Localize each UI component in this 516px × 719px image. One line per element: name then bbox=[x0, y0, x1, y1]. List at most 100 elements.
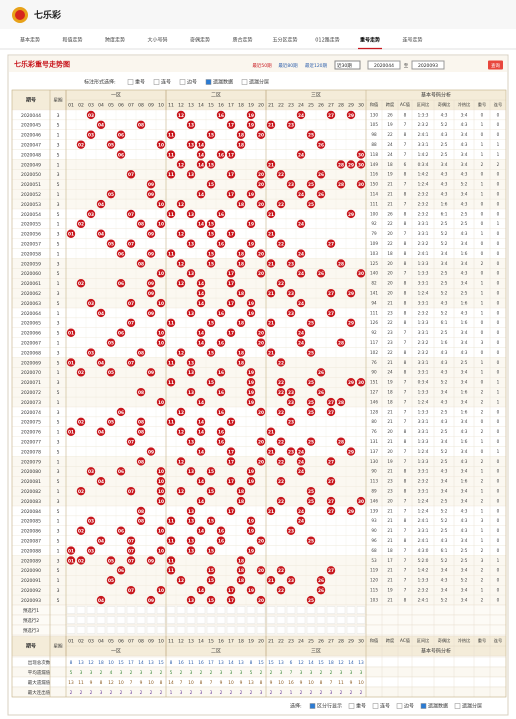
predict-cell[interactable] bbox=[96, 606, 106, 614]
predict-cell[interactable] bbox=[306, 606, 316, 614]
checkbox[interactable] bbox=[372, 703, 379, 709]
predict-cell[interactable] bbox=[256, 606, 266, 614]
to-input[interactable] bbox=[411, 60, 445, 70]
predict-cell[interactable] bbox=[346, 626, 356, 634]
predict-cell[interactable] bbox=[106, 626, 116, 634]
predict-cell[interactable] bbox=[156, 626, 166, 634]
predict-cell[interactable] bbox=[146, 606, 156, 614]
checkbox-label[interactable]: 连号 bbox=[380, 703, 390, 710]
predict-cell[interactable] bbox=[266, 606, 276, 614]
predict-cell[interactable] bbox=[186, 606, 196, 614]
predict-cell[interactable] bbox=[226, 626, 236, 634]
range-link[interactable]: 最近50期 bbox=[252, 62, 272, 69]
checkbox-label[interactable]: 区分行显示 bbox=[317, 703, 342, 710]
predict-cell[interactable] bbox=[166, 616, 176, 624]
predict-cell[interactable] bbox=[116, 626, 126, 634]
predict-cell[interactable] bbox=[356, 626, 366, 634]
predict-cell[interactable] bbox=[176, 616, 186, 624]
predict-cell[interactable] bbox=[236, 626, 246, 634]
checkbox[interactable] bbox=[205, 79, 212, 85]
predict-cell[interactable] bbox=[96, 616, 106, 624]
predict-cell[interactable] bbox=[166, 606, 176, 614]
predict-cell[interactable] bbox=[86, 626, 96, 634]
predict-cell[interactable] bbox=[276, 616, 286, 624]
predict-cell[interactable] bbox=[296, 616, 306, 624]
checkbox[interactable] bbox=[241, 79, 248, 85]
predict-cell[interactable] bbox=[136, 626, 146, 634]
predict-cell[interactable] bbox=[146, 626, 156, 634]
predict-cell[interactable] bbox=[166, 626, 176, 634]
predict-cell[interactable] bbox=[86, 616, 96, 624]
predict-cell[interactable] bbox=[126, 606, 136, 614]
checkbox[interactable] bbox=[153, 79, 160, 85]
predict-cell[interactable] bbox=[196, 616, 206, 624]
predict-cell[interactable] bbox=[96, 626, 106, 634]
range-select-text[interactable]: 近30期 bbox=[337, 62, 352, 69]
nav-tab[interactable]: 大小号码 bbox=[147, 37, 167, 44]
predict-cell[interactable] bbox=[206, 606, 216, 614]
checkbox[interactable] bbox=[179, 79, 186, 85]
predict-cell[interactable] bbox=[286, 616, 296, 624]
predict-cell[interactable] bbox=[356, 616, 366, 624]
from-input-text[interactable]: 2020044 bbox=[374, 63, 394, 69]
nav-tab[interactable]: 012路走势 bbox=[315, 37, 340, 44]
predict-cell[interactable] bbox=[246, 616, 256, 624]
predict-cell[interactable] bbox=[216, 616, 226, 624]
predict-cell[interactable] bbox=[326, 626, 336, 634]
checkbox[interactable] bbox=[454, 703, 461, 709]
checkbox-label[interactable]: 边号 bbox=[404, 703, 414, 710]
range-select[interactable] bbox=[334, 60, 361, 70]
predict-cell[interactable] bbox=[226, 616, 236, 624]
checkbox-label[interactable]: 遗漏数据 bbox=[428, 703, 448, 710]
predict-cell[interactable] bbox=[116, 606, 126, 614]
checkbox[interactable] bbox=[348, 703, 355, 709]
nav-tab[interactable]: 跨度走势 bbox=[105, 37, 125, 44]
to-input-text[interactable]: 2020093 bbox=[418, 63, 438, 69]
range-link[interactable]: 最近80期 bbox=[278, 62, 298, 69]
predict-cell[interactable] bbox=[116, 616, 126, 624]
predict-cell[interactable] bbox=[336, 616, 346, 624]
predict-cell[interactable] bbox=[296, 606, 306, 614]
predict-cell[interactable] bbox=[346, 616, 356, 624]
nav-tab[interactable]: 和值走势 bbox=[62, 37, 82, 44]
predict-cell[interactable] bbox=[316, 616, 326, 624]
predict-cell[interactable] bbox=[206, 626, 216, 634]
predict-cell[interactable] bbox=[326, 606, 336, 614]
predict-cell[interactable] bbox=[236, 606, 246, 614]
predict-cell[interactable] bbox=[176, 606, 186, 614]
query-button[interactable] bbox=[488, 60, 503, 70]
nav-tab[interactable]: 奇偶走势 bbox=[190, 37, 210, 44]
predict-cell[interactable] bbox=[216, 606, 226, 614]
predict-cell[interactable] bbox=[276, 626, 286, 634]
checkbox-label[interactable]: 重号 bbox=[135, 79, 145, 86]
checkbox-label[interactable]: 边号 bbox=[187, 79, 197, 86]
predict-cell[interactable] bbox=[206, 616, 216, 624]
predict-cell[interactable] bbox=[76, 606, 86, 614]
predict-cell[interactable] bbox=[156, 616, 166, 624]
checkbox-label[interactable]: 遗漏数据 bbox=[213, 79, 233, 86]
predict-cell[interactable] bbox=[86, 606, 96, 614]
checkbox[interactable] bbox=[396, 703, 403, 709]
checkbox-label[interactable]: 遗漏分层 bbox=[462, 703, 482, 710]
predict-cell[interactable] bbox=[356, 606, 366, 614]
predict-cell[interactable] bbox=[196, 606, 206, 614]
predict-cell[interactable] bbox=[216, 626, 226, 634]
checkbox-label[interactable]: 重号 bbox=[356, 703, 366, 710]
predict-cell[interactable] bbox=[126, 616, 136, 624]
predict-cell[interactable] bbox=[326, 616, 336, 624]
predict-cell[interactable] bbox=[76, 626, 86, 634]
predict-cell[interactable] bbox=[136, 606, 146, 614]
predict-cell[interactable] bbox=[246, 606, 256, 614]
predict-cell[interactable] bbox=[286, 606, 296, 614]
predict-cell[interactable] bbox=[66, 616, 76, 624]
predict-cell[interactable] bbox=[316, 626, 326, 634]
nav-tab[interactable]: 质合走势 bbox=[232, 37, 252, 44]
predict-cell[interactable] bbox=[156, 606, 166, 614]
predict-cell[interactable] bbox=[306, 616, 316, 624]
predict-cell[interactable] bbox=[106, 616, 116, 624]
predict-cell[interactable] bbox=[186, 626, 196, 634]
predict-cell[interactable] bbox=[126, 626, 136, 634]
query-button-text[interactable]: 查询 bbox=[491, 62, 500, 69]
predict-cell[interactable] bbox=[196, 626, 206, 634]
predict-cell[interactable] bbox=[146, 616, 156, 624]
